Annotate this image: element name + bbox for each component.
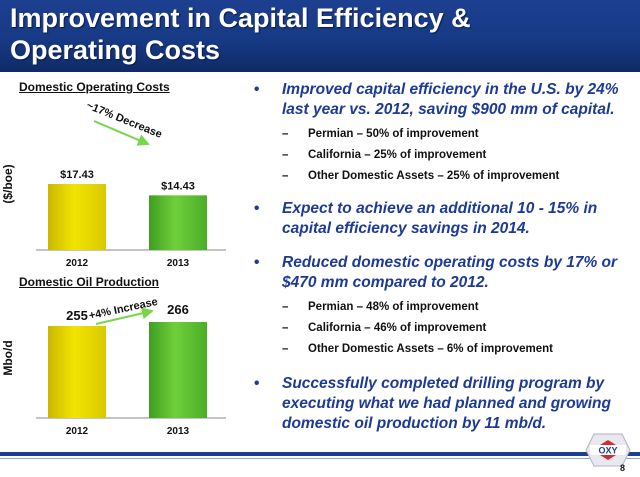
bullet-group: • Improved capital efficiency in the U.S.… [252, 80, 632, 187]
bullet-text: Expect to achieve an additional 10 - 15%… [282, 200, 598, 237]
bullet-group: • Expect to achieve an additional 10 - 15… [252, 199, 632, 239]
sub-bullet-item: – California – 46% of improvement [282, 318, 632, 339]
bullet-glyph: • [254, 200, 260, 217]
bullet-item: • Reduced domestic operating costs by 17%… [252, 253, 632, 293]
sub-bullet-text: Other Domestic Assets – 25% of improveme… [308, 170, 560, 182]
slide-title-line-1: Improvement in Capital Efficiency & [10, 3, 471, 33]
sub-bullet-item: – Permian – 50% of improvement [282, 124, 632, 145]
footer-rule [0, 458, 640, 459]
slide-title: Improvement in Capital Efficiency & Oper… [10, 2, 630, 66]
x-tick-label: 2012 [66, 426, 89, 437]
slide-header: Improvement in Capital Efficiency & Oper… [0, 0, 640, 72]
bullet-glyph: • [254, 254, 260, 271]
bullet-text: Improved capital efficiency in the U.S. … [282, 81, 619, 118]
bullet-text: Successfully completed drilling program … [282, 375, 611, 432]
dash-glyph: – [282, 343, 289, 355]
bullet-glyph: • [254, 81, 260, 98]
bar-value-label: $17.43 [60, 169, 94, 181]
bar-2013 [149, 195, 207, 250]
footer-bar [0, 452, 640, 456]
bar-value-label: 266 [167, 302, 189, 317]
sub-bullet-item: – Permian – 48% of improvement [282, 297, 632, 318]
bullet-item: • Improved capital efficiency in the U.S.… [252, 80, 632, 120]
oxy-logo-icon: OXY [585, 433, 631, 467]
sub-bullet-item: – Other Domestic Assets – 6% of improveme… [282, 339, 632, 360]
sub-bullet-item: – California – 25% of improvement [282, 145, 632, 166]
y-axis-label: ($/boe) [1, 164, 15, 203]
sub-bullet-text: Permian – 48% of improvement [308, 301, 479, 313]
sub-bullet-item: – Other Domestic Assets – 25% of improvem… [282, 166, 632, 187]
dash-glyph: – [282, 322, 289, 334]
y-axis-label: Mbo/d [1, 340, 15, 375]
sub-bullet-text: California – 25% of improvement [308, 149, 487, 161]
sub-bullet-text: Other Domestic Assets – 6% of improvemen… [308, 343, 553, 355]
bar-value-label: $14.43 [161, 180, 195, 192]
bar-2012 [48, 184, 106, 250]
bullet-list: • Improved capital efficiency in the U.S.… [252, 80, 632, 434]
dash-glyph: – [282, 149, 289, 161]
x-tick-label: 2013 [167, 258, 190, 269]
bullet-group: • Successfully completed drilling program… [252, 374, 632, 434]
bullet-item: • Successfully completed drilling program… [252, 374, 632, 434]
bullet-text: Reduced domestic operating costs by 17% … [282, 254, 618, 291]
bullet-glyph: • [254, 375, 260, 392]
bullet-item: • Expect to achieve an additional 10 - 15… [252, 199, 632, 239]
dash-glyph: – [282, 301, 289, 313]
sub-bullet-text: Permian – 50% of improvement [308, 128, 479, 140]
logo-text: OXY [598, 446, 617, 456]
chart-title-oil-production: Domestic Oil Production [19, 275, 160, 289]
chart-title-operating-costs: Domestic Operating Costs [19, 80, 170, 94]
bar-2012 [48, 325, 106, 418]
slide-title-line-2: Operating Costs [10, 35, 221, 65]
x-tick-label: 2012 [66, 258, 89, 269]
trend-arrow [95, 307, 154, 325]
trend-arrow [93, 120, 150, 146]
page-number: 8 [620, 463, 626, 473]
x-tick-label: 2013 [167, 426, 190, 437]
sub-bullet-text: California – 46% of improvement [308, 322, 487, 334]
bar-value-label: 255 [66, 308, 88, 323]
sub-bullet-list: – Permian – 50% of improvement – California… [282, 124, 632, 187]
bar-2013 [149, 322, 207, 418]
sub-bullet-list: – Permian – 48% of improvement – California… [282, 297, 632, 360]
dash-glyph: – [282, 128, 289, 140]
dash-glyph: – [282, 170, 289, 182]
bullet-group: • Reduced domestic operating costs by 17%… [252, 253, 632, 360]
